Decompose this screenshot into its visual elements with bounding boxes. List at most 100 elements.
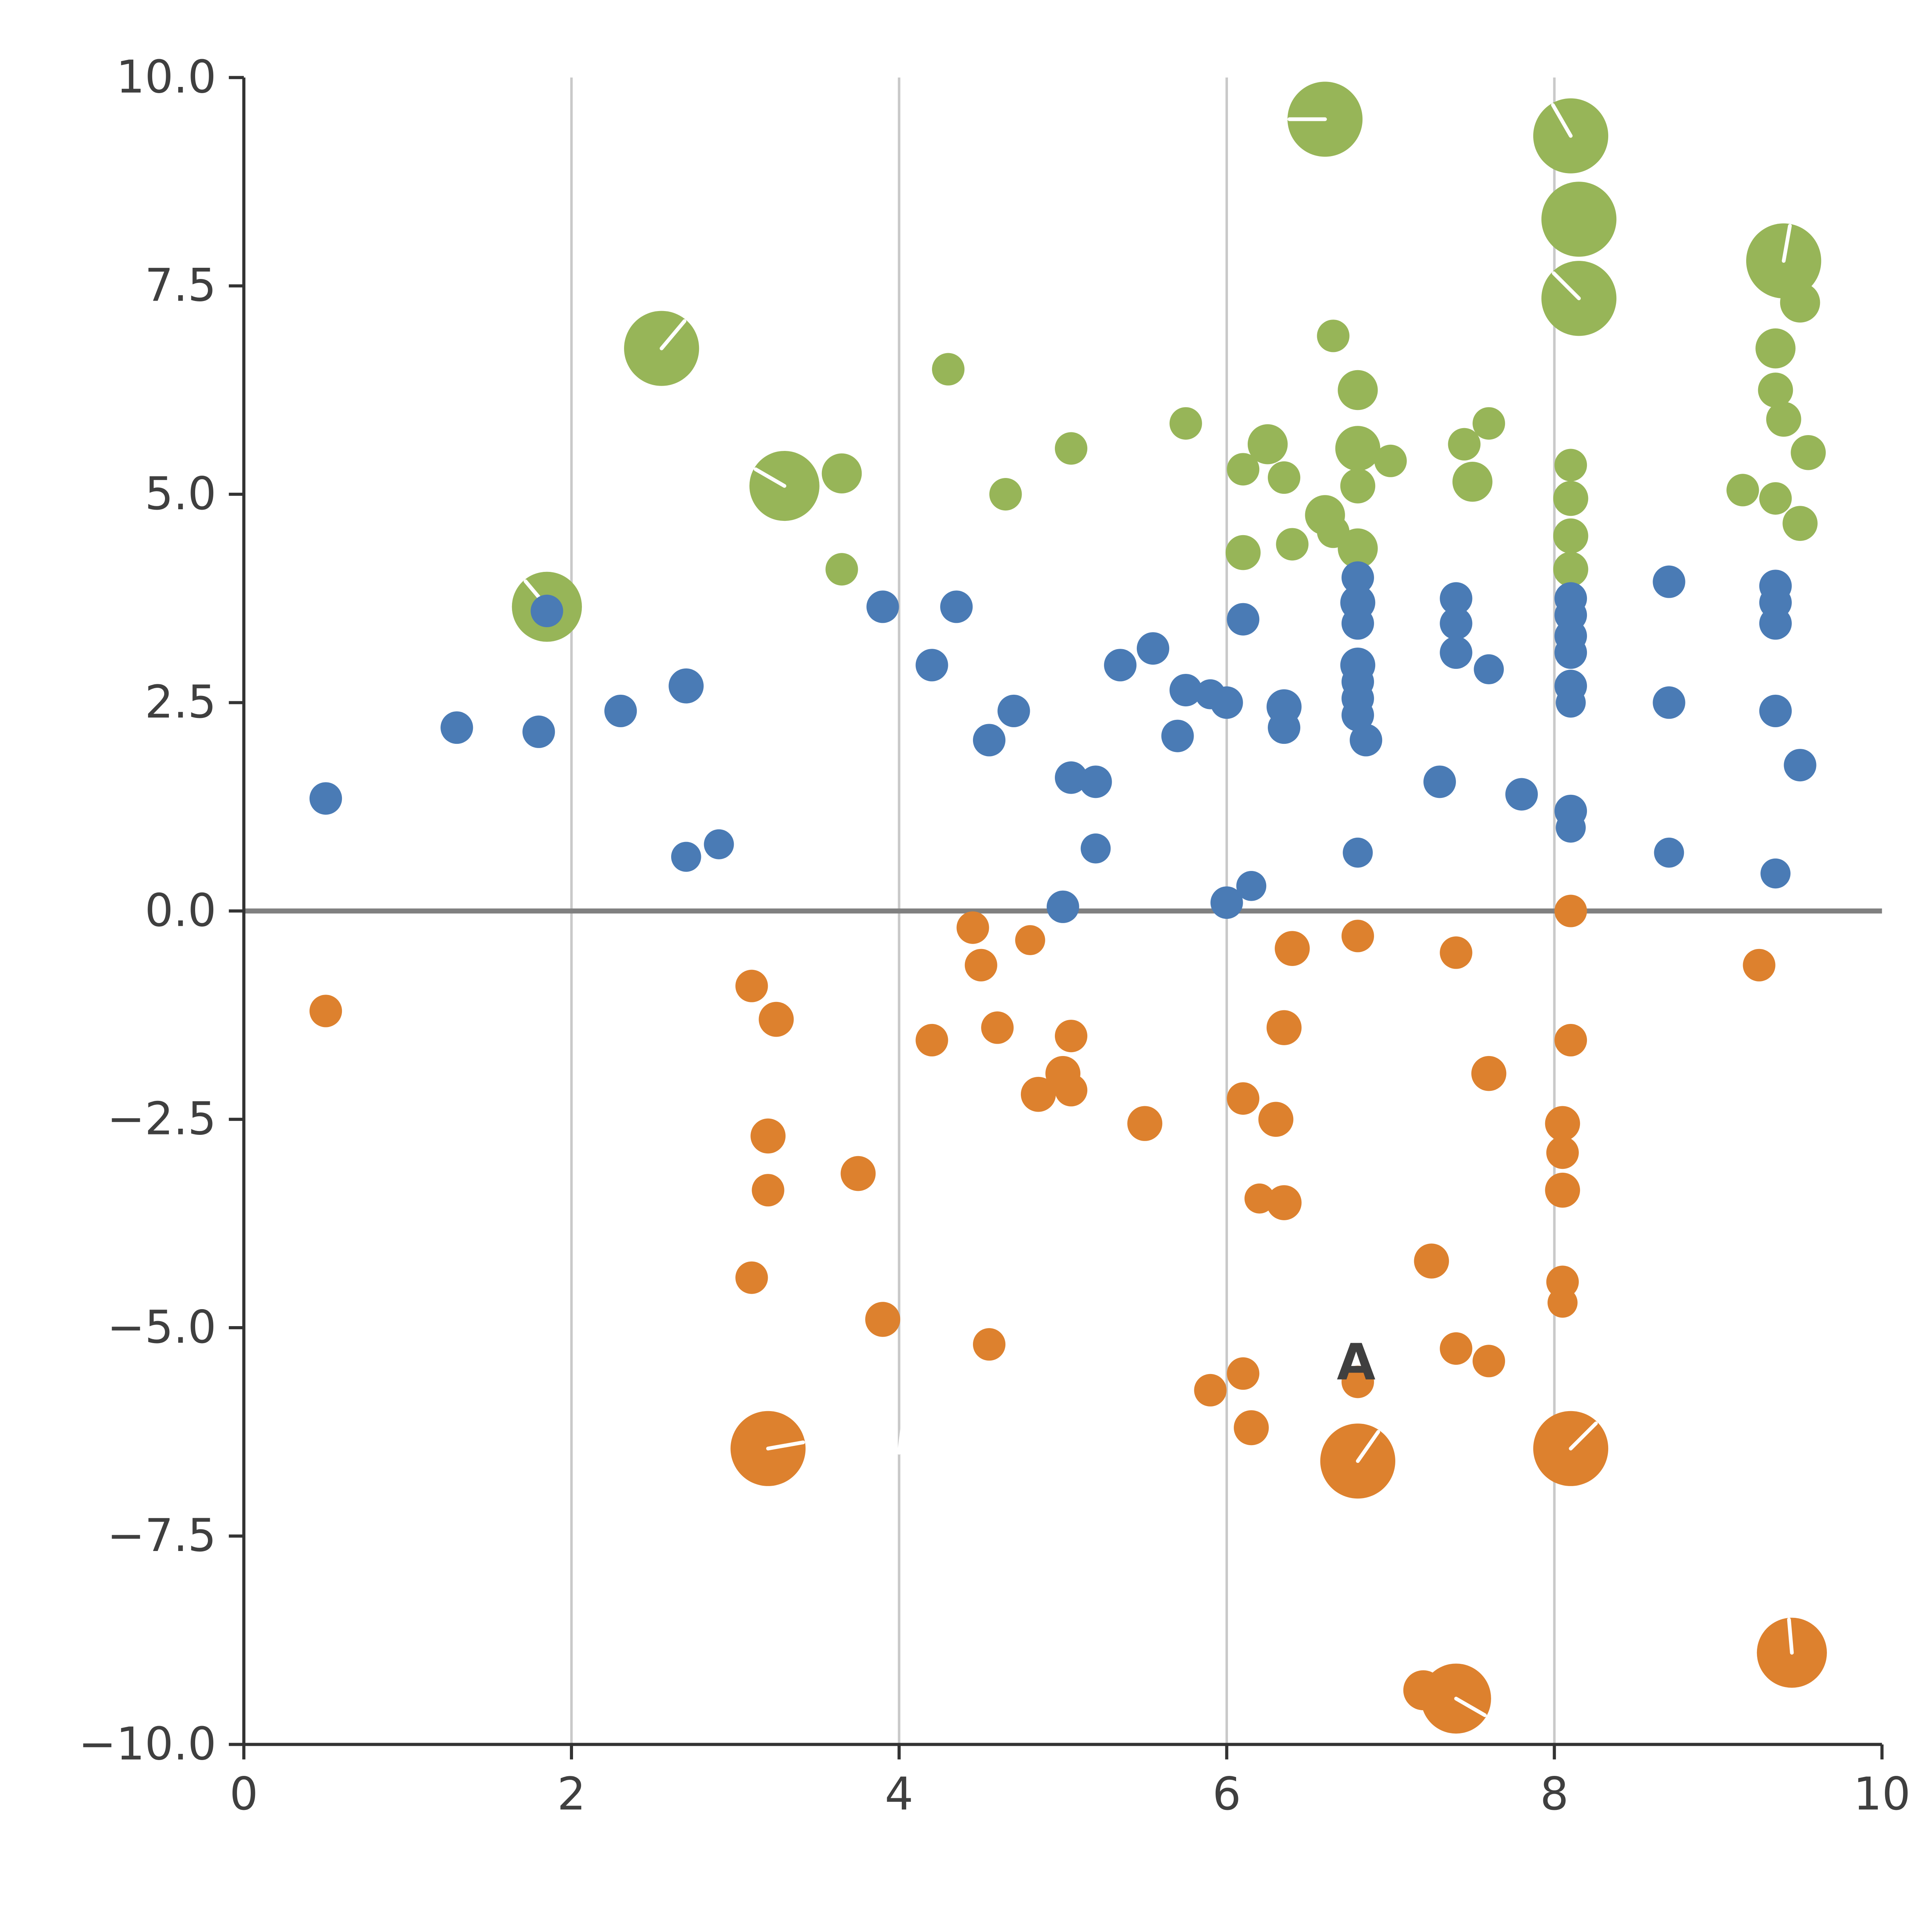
data-point-orange [750, 1118, 786, 1154]
data-point-blue [309, 782, 342, 815]
data-point-orange [1473, 1345, 1505, 1378]
bubble-tick-mark [1787, 1617, 1794, 1655]
bubble-tick-mark [1552, 271, 1581, 301]
data-point-blue [973, 724, 1006, 757]
annotations: A [897, 1333, 1376, 1455]
x-tick-label: 4 [885, 1768, 913, 1820]
data-point-green [1276, 528, 1309, 561]
data-point-blue [1759, 607, 1792, 640]
series-green [512, 82, 1826, 642]
data-point-orange [1440, 936, 1473, 969]
data-point-orange [1545, 1106, 1580, 1141]
data-point-orange [1341, 920, 1374, 952]
data-point-blue [1440, 582, 1473, 615]
data-point-orange [1545, 1172, 1580, 1208]
data-point-blue [1760, 858, 1791, 889]
x-tick-label: 2 [557, 1768, 586, 1820]
data-point-orange [1227, 1357, 1260, 1390]
data-point-blue [522, 715, 555, 748]
data-point-blue [1268, 711, 1301, 744]
data-point-orange [973, 1328, 1006, 1361]
data-point-blue [440, 711, 473, 744]
data-point-orange [1194, 1374, 1227, 1406]
series-orange [309, 895, 1827, 1734]
data-point-green [989, 478, 1022, 511]
data-point-blue [671, 842, 701, 872]
data-point-orange [1440, 1332, 1473, 1365]
data-point-green [1780, 282, 1820, 323]
data-point-orange [1414, 1243, 1449, 1279]
data-point-blue [1474, 654, 1504, 684]
data-point-blue [1784, 749, 1816, 782]
bubble-tick-mark [766, 1440, 805, 1451]
data-point-orange [1266, 1010, 1302, 1045]
bubble-tick-mark [1454, 1697, 1487, 1717]
data-point-blue [1759, 694, 1792, 728]
data-point-orange [865, 1302, 900, 1337]
data-point-blue [1341, 699, 1374, 731]
y-tick-label: −2.5 [107, 1093, 216, 1145]
data-point-green [932, 353, 965, 386]
data-point-green [1553, 481, 1588, 516]
data-point-orange [840, 1156, 876, 1191]
data-point-orange [1554, 1024, 1587, 1057]
data-point-orange [1546, 1136, 1579, 1169]
data-point-green [821, 453, 862, 493]
data-point-orange [1234, 1410, 1269, 1446]
data-point-blue [1556, 813, 1586, 843]
y-tick-label: 2.5 [145, 676, 216, 728]
data-point-orange [1258, 1102, 1294, 1137]
data-point-blue [1350, 724, 1383, 757]
data-point-blue [1104, 649, 1137, 682]
data-point-green [1335, 426, 1381, 471]
data-point-blue [1046, 890, 1079, 923]
data-point-orange [759, 1002, 794, 1037]
data-point-blue [1341, 561, 1374, 594]
annotation-text: A [1337, 1333, 1376, 1391]
data-point-orange [1471, 1056, 1507, 1091]
data-point-blue [1341, 607, 1374, 640]
x-tick-label: 8 [1540, 1768, 1569, 1820]
data-point-green [1541, 182, 1617, 257]
data-point-orange [1546, 1265, 1579, 1298]
data-point-green [1317, 320, 1350, 352]
data-point-blue [1423, 765, 1456, 798]
data-point-blue [1054, 761, 1088, 794]
x-tick-label: 6 [1213, 1768, 1241, 1820]
data-point-green [1340, 468, 1376, 503]
data-point-blue [1440, 636, 1473, 669]
bubble-tick-mark [753, 467, 786, 488]
axes: 0 2 4 6 8 10 10.0 7.5 5.0 2.5 0.0 −2.5 −5.0 −7.5 −10.0 [78, 51, 1911, 1820]
bubble-tick-mark [1782, 224, 1792, 263]
data-point-orange [735, 1261, 768, 1294]
y-tick-label: 10.0 [116, 51, 216, 103]
data-point-green [1553, 518, 1588, 554]
bubble-tick-mark [1356, 1430, 1380, 1463]
data-point-blue [1161, 719, 1194, 752]
series-blue [309, 561, 1816, 923]
data-point-orange [981, 1011, 1014, 1044]
x-tick-label: 10 [1853, 1768, 1910, 1820]
data-point-orange [752, 1174, 784, 1207]
data-point-blue [1505, 778, 1538, 811]
data-point-green [1227, 453, 1260, 486]
x-tick-label: 0 [230, 1768, 258, 1820]
data-point-orange [1554, 895, 1587, 927]
data-point-orange [964, 949, 997, 981]
bubble-tick-mark [1569, 1421, 1598, 1451]
data-point-orange [309, 995, 342, 1027]
data-point-orange [1341, 1366, 1374, 1398]
data-point-blue [1080, 833, 1111, 864]
data-point-blue [1210, 886, 1243, 919]
data-point-blue [1653, 686, 1685, 719]
data-point-green [1338, 528, 1378, 569]
data-point-green [1473, 407, 1505, 440]
data-point-orange [1548, 1287, 1578, 1318]
data-point-orange [735, 969, 768, 1002]
data-point-blue [1653, 565, 1685, 598]
y-tick-label: 5.0 [145, 468, 216, 520]
data-point-blue [604, 694, 637, 728]
data-point-blue [704, 829, 734, 859]
